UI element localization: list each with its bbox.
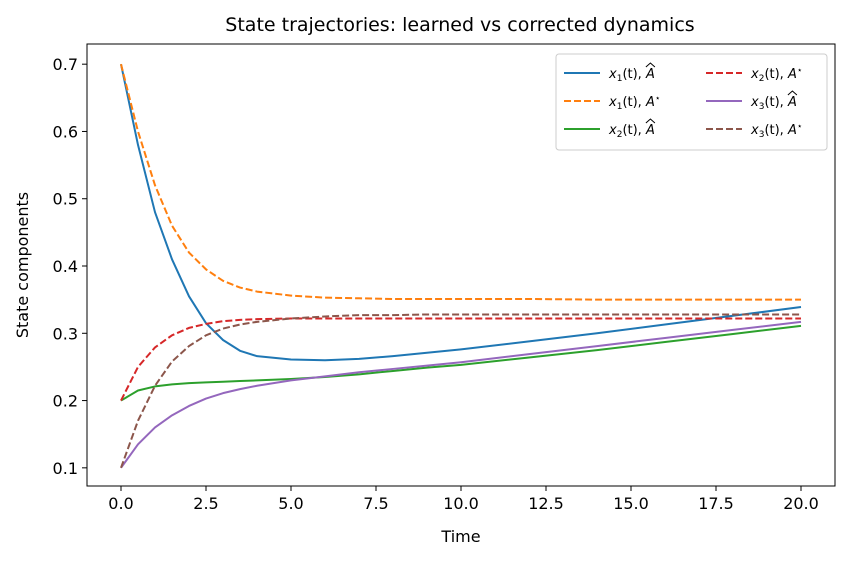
y-tick-label: 0.6 (53, 122, 78, 141)
series-line-x2_star (120, 317, 801, 402)
x-tick-label: 15.0 (613, 494, 649, 513)
series-layer (120, 63, 802, 469)
x-tick-label: 7.5 (363, 494, 388, 513)
hat-accent (645, 118, 656, 124)
series-line-x1_star (120, 63, 801, 301)
x-axis: 0.0 2.5 5.0 7.5 10.0 12.5 15.0 17.5 20.0 (108, 486, 819, 513)
series-line-x1_hat (120, 63, 802, 362)
hat-accent (645, 62, 656, 68)
legend: x1(t), A x1(t), A⋆ x2(t), A x2(t), A⋆ x3(t),… (555, 53, 828, 151)
y-tick-label: 0.4 (53, 257, 78, 276)
legend-box (555, 53, 828, 151)
legend-label-x2_star: x2(t), A⋆ (750, 66, 803, 84)
x-tick-label: 12.5 (528, 494, 564, 513)
series-line-x2_hat (120, 324, 802, 402)
y-tick-label: 0.7 (53, 55, 78, 74)
legend-label-x2_hat: x2(t), A (608, 123, 655, 140)
y-tick-label: 0.1 (53, 459, 78, 478)
legend-label-x3_hat: x3(t), A (750, 95, 797, 112)
y-tick-label: 0.3 (53, 324, 78, 343)
legend-label-x3_star: x3(t), A⋆ (750, 122, 803, 140)
series-line-x3_star (120, 313, 801, 469)
y-axis: 0.1 0.2 0.3 0.4 0.5 0.6 0.7 (53, 55, 87, 478)
y-tick-label: 0.5 (53, 190, 78, 209)
x-tick-label: 0.0 (108, 494, 133, 513)
y-tick-label: 0.2 (53, 392, 78, 411)
x-tick-label: 2.5 (193, 494, 218, 513)
legend-label-x1_hat: x1(t), A (608, 67, 655, 84)
x-tick-label: 5.0 (278, 494, 303, 513)
x-axis-label: Time (440, 527, 480, 546)
x-tick-label: 17.5 (698, 494, 734, 513)
series-line-x3_hat (120, 320, 802, 469)
hat-accent (787, 90, 798, 96)
x-tick-label: 20.0 (783, 494, 819, 513)
legend-label-x1_star: x1(t), A⋆ (608, 94, 661, 112)
x-tick-label: 10.0 (443, 494, 479, 513)
chart-title: State trajectories: learned vs corrected… (225, 14, 694, 36)
y-axis-label: State components (13, 192, 32, 338)
